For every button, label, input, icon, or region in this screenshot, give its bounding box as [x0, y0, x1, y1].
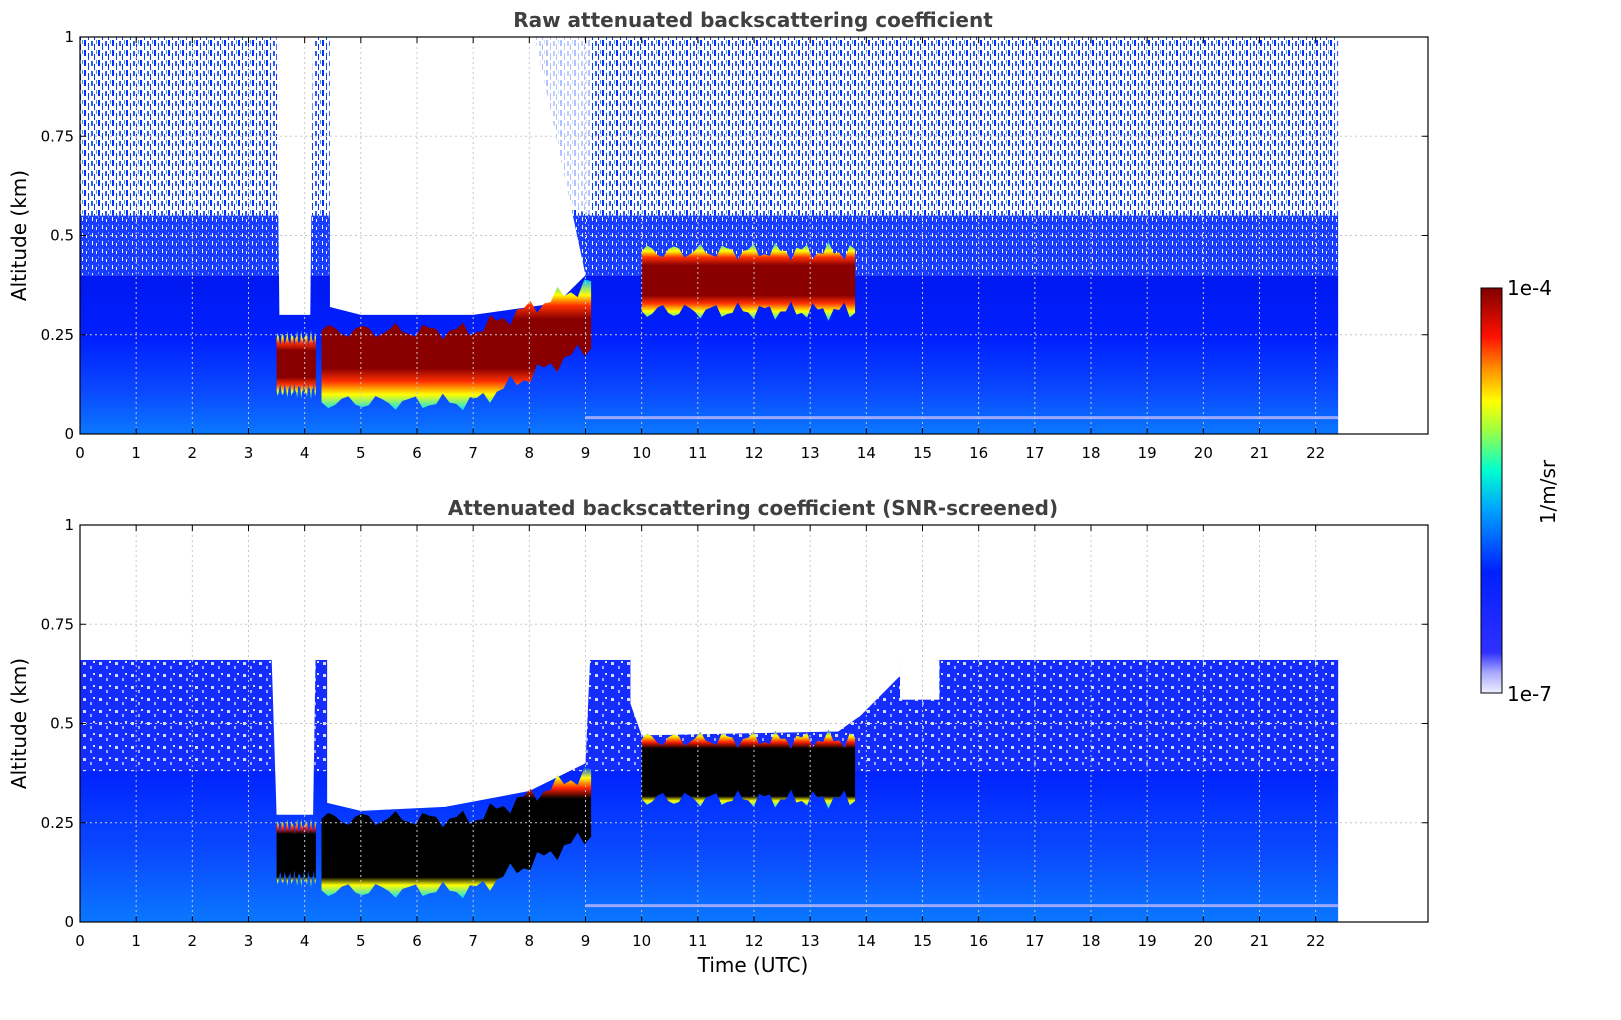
- instrument-stripe: [585, 904, 1339, 908]
- cloud-layer-2: [321, 767, 592, 899]
- x-tick-label: 19: [1138, 932, 1157, 950]
- cloud-layer-3: [641, 241, 856, 321]
- colorbar-gradient: [1480, 287, 1503, 694]
- gap-shape: [270, 636, 316, 815]
- x-tick-label: 7: [468, 932, 478, 950]
- x-tick-label: 21: [1250, 444, 1269, 462]
- colorbar-max-label: 1e-4: [1507, 276, 1552, 300]
- gap-shape: [900, 636, 940, 700]
- x-tick-label: 8: [525, 932, 535, 950]
- cloud-layer-3: [641, 729, 856, 809]
- x-tick-label: 10: [632, 932, 651, 950]
- y-tick-label: 0.25: [41, 814, 74, 832]
- x-tick-label: 2: [188, 444, 198, 462]
- heatmap-field: [80, 636, 1339, 922]
- x-tick-label: 11: [688, 932, 707, 950]
- chart-title: Attenuated backscattering coefficient (S…: [448, 496, 1058, 520]
- x-tick-label: 20: [1194, 932, 1213, 950]
- colorbar: 1e-4 1e-7 1/m/sr: [1480, 276, 1560, 706]
- y-tick-label: 0.75: [41, 615, 74, 633]
- x-tick-label: 16: [969, 932, 988, 950]
- x-tick-label: 13: [801, 932, 820, 950]
- gap-shape: [529, 37, 592, 216]
- cloud-layers: [276, 241, 856, 411]
- x-tick-label: 3: [244, 444, 254, 462]
- cloud-layers: [276, 729, 856, 899]
- x-tick-label: 6: [412, 932, 422, 950]
- x-tick-label: 18: [1081, 444, 1100, 462]
- x-tick-label: 21: [1250, 932, 1269, 950]
- cloud-layer-1: [276, 328, 316, 401]
- x-tick-label: 11: [688, 444, 707, 462]
- y-tick-label: 1: [64, 516, 74, 534]
- y-tick-label: 0.5: [50, 715, 74, 733]
- gap-shape: [329, 37, 586, 315]
- gap-shape: [276, 37, 314, 315]
- x-tick-label: 10: [632, 444, 651, 462]
- x-tick-label: 16: [969, 444, 988, 462]
- x-tick-label: 1: [131, 932, 141, 950]
- y-tick-label: 0: [64, 913, 74, 931]
- chart-title: Raw attenuated backscattering coefficien…: [513, 8, 993, 32]
- x-tick-label: 18: [1081, 932, 1100, 950]
- y-tick-label: 1: [64, 28, 74, 46]
- x-tick-label: 3: [244, 932, 254, 950]
- panel-raw: Raw attenuated backscattering coefficien…: [7, 8, 1429, 462]
- x-tick-label: 7: [468, 444, 478, 462]
- x-tick-label: 0: [75, 444, 85, 462]
- cloud-layer-2: [321, 279, 592, 411]
- x-tick-label: 9: [581, 444, 591, 462]
- y-axis-label: Altitude (km): [7, 658, 31, 789]
- x-tick-label: 4: [300, 932, 310, 950]
- y-tick-label: 0.5: [50, 227, 74, 245]
- x-tick-label: 0: [75, 932, 85, 950]
- x-axis-label: Time (UTC): [697, 953, 809, 977]
- x-tick-label: 22: [1306, 444, 1325, 462]
- x-tick-label: 4: [300, 444, 310, 462]
- x-tick-label: 17: [1025, 444, 1044, 462]
- x-tick-label: 12: [744, 444, 763, 462]
- instrument-stripe: [585, 416, 1339, 420]
- x-tick-label: 15: [913, 932, 932, 950]
- panel-screened: Attenuated backscattering coefficient (S…: [7, 496, 1429, 977]
- x-tick-label: 6: [412, 444, 422, 462]
- gap-shape: [327, 636, 592, 811]
- y-tick-label: 0.25: [41, 326, 74, 344]
- x-tick-label: 19: [1138, 444, 1157, 462]
- colorbar-min-label: 1e-7: [1507, 682, 1552, 706]
- y-tick-label: 0: [64, 425, 74, 443]
- x-tick-label: 2: [188, 932, 198, 950]
- cloud-layer-1: [276, 816, 316, 889]
- x-tick-label: 13: [801, 444, 820, 462]
- heatmap-field: [80, 37, 1339, 434]
- x-tick-label: 12: [744, 932, 763, 950]
- x-tick-label: 20: [1194, 444, 1213, 462]
- colorbar-label: 1/m/sr: [1536, 459, 1560, 524]
- x-tick-label: 5: [356, 932, 366, 950]
- x-tick-label: 8: [525, 444, 535, 462]
- clear-gap-region: [276, 37, 592, 315]
- x-tick-label: 9: [581, 932, 591, 950]
- x-tick-label: 5: [356, 444, 366, 462]
- x-tick-label: 17: [1025, 932, 1044, 950]
- x-tick-label: 14: [857, 932, 876, 950]
- x-tick-label: 15: [913, 444, 932, 462]
- y-tick-label: 0.75: [41, 127, 74, 145]
- x-tick-label: 1: [131, 444, 141, 462]
- x-tick-label: 22: [1306, 932, 1325, 950]
- y-axis-label: Altitude (km): [7, 170, 31, 301]
- noise-region: [80, 37, 1339, 216]
- x-tick-label: 14: [857, 444, 876, 462]
